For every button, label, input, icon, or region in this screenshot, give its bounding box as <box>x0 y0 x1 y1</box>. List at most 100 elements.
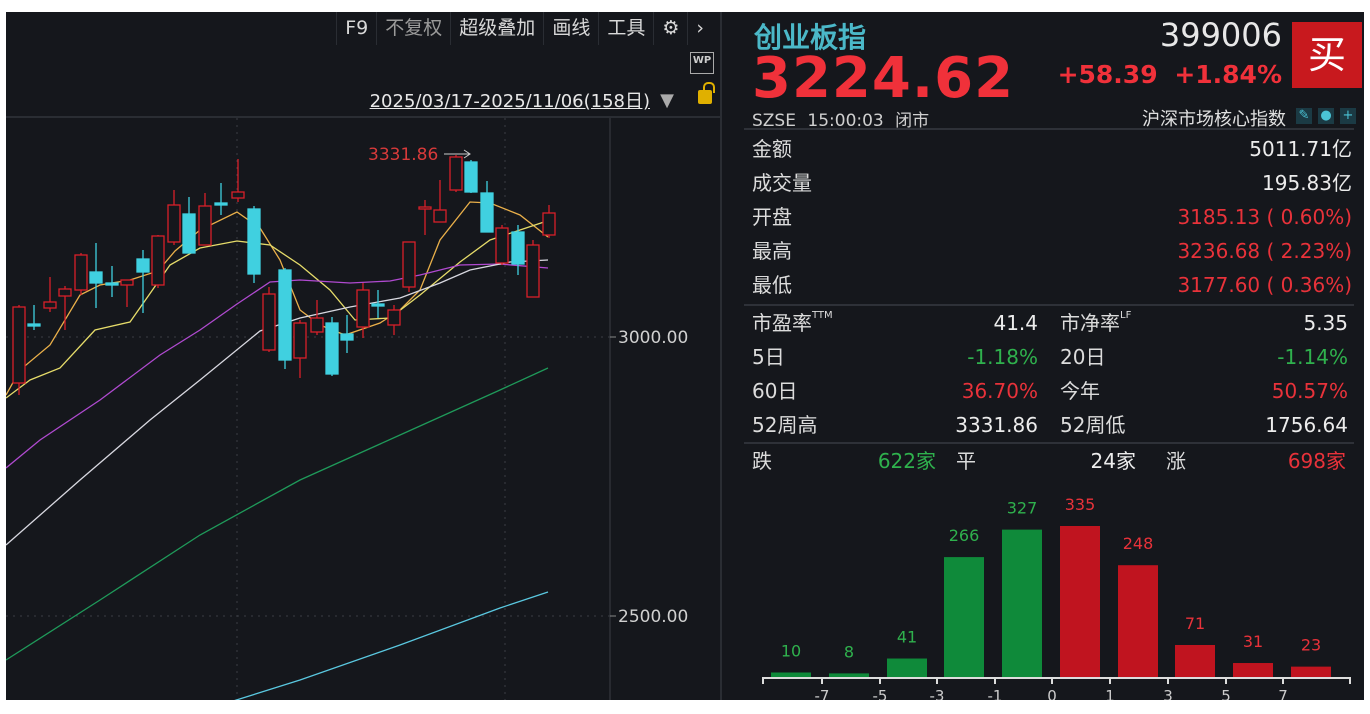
adjust-button[interactable]: 不复权 <box>376 12 450 45</box>
chevron-right-icon[interactable]: › <box>687 12 712 45</box>
metric-5d: 5日 -1.18% <box>752 340 1038 374</box>
tick-label: 5 <box>1221 687 1231 700</box>
candle-down <box>480 192 494 233</box>
wp-monitor-icon[interactable]: WP <box>690 52 714 74</box>
metric-52w-high: 52周高 3331.86 <box>752 408 1038 442</box>
tick-label: 0 <box>1047 687 1057 700</box>
dropdown-triangle-icon[interactable]: ▼ <box>660 90 674 111</box>
app-window: 3000.00 2500.00 3331.86 F9 不复权 超级叠加 画线 工具 … <box>6 12 1364 700</box>
unlock-icon[interactable] <box>698 82 715 104</box>
histogram-bar <box>829 673 869 677</box>
candle-down <box>27 323 41 327</box>
bar-value-label: 10 <box>781 641 801 660</box>
stat-label: 最高 <box>752 239 792 263</box>
candle-down <box>511 231 525 265</box>
metric-value: -1.14% <box>1277 345 1348 369</box>
candle-down <box>278 269 292 361</box>
metric-value: 3331.86 <box>955 413 1038 437</box>
candle-up <box>542 212 556 236</box>
stat-value: 3177.60 ( 0.36%) <box>1177 273 1352 297</box>
moving-average-line <box>6 201 549 396</box>
kline-chart[interactable]: 3000.00 2500.00 3331.86 <box>6 12 722 700</box>
bar-value-label: 71 <box>1185 614 1205 633</box>
metric-label: 市盈率 <box>752 311 812 335</box>
flat-count: 24家 <box>1090 449 1136 473</box>
stat-row: 成交量 195.83亿 <box>752 166 1352 200</box>
metric-52w-low: 52周低 1756.64 <box>1060 408 1348 442</box>
pencil-icon[interactable]: ✎ <box>1296 108 1312 124</box>
bar-value-label: 23 <box>1301 636 1321 655</box>
f9-button[interactable]: F9 <box>336 12 376 45</box>
candle-up <box>198 205 212 246</box>
bar-value-label: 335 <box>1065 495 1096 514</box>
status: 闭市 <box>895 111 930 131</box>
stat-value: 195.83亿 <box>1262 171 1352 195</box>
bell-icon[interactable]: ● <box>1318 108 1334 124</box>
plus-icon[interactable]: + <box>1340 108 1356 124</box>
tools-button[interactable]: 工具 <box>598 12 653 45</box>
tick-label: 3 <box>1163 687 1173 700</box>
stat-row: 最低 3177.60 ( 0.36%) <box>752 268 1352 302</box>
flat-label: 平 <box>956 449 976 473</box>
metric-ytd: 今年 50.57% <box>1060 374 1348 408</box>
tick-label: 7 <box>1278 687 1288 700</box>
candle-down <box>214 202 228 206</box>
up-label: 涨 <box>1166 449 1186 473</box>
gear-icon[interactable]: ⚙ <box>653 12 687 45</box>
bar-value-label: 41 <box>897 628 917 647</box>
candle-down <box>325 322 339 375</box>
index-category[interactable]: 沪深市场核心指数 <box>1142 109 1286 130</box>
metric-sup: LF <box>1120 310 1132 321</box>
candle-down <box>136 258 150 273</box>
histogram-bar <box>1233 663 1273 677</box>
metric-20d: 20日 -1.14% <box>1060 340 1348 374</box>
metric-value: 5.35 <box>1303 311 1348 335</box>
metric-60d: 60日 36.70% <box>752 374 1038 408</box>
candle-up <box>526 244 540 298</box>
divider <box>744 442 1354 444</box>
candle-up <box>43 301 57 309</box>
histogram-bar <box>1118 565 1158 677</box>
candle-up <box>293 322 307 359</box>
metric-label: 20日 <box>1060 345 1106 369</box>
candle-up <box>433 209 447 223</box>
candle-down <box>371 303 385 307</box>
metric-value: 41.4 <box>993 311 1038 335</box>
change-percent: +1.84% <box>1174 60 1282 89</box>
price-change: +58.39 +1.84% <box>1058 60 1282 89</box>
moving-average-line <box>6 259 549 546</box>
bar-value-label: 266 <box>949 526 980 545</box>
divider <box>744 304 1354 306</box>
draw-button[interactable]: 画线 <box>543 12 598 45</box>
down-label: 跌 <box>752 449 772 473</box>
histogram-bar <box>1291 666 1331 677</box>
candle-up <box>151 235 165 286</box>
high-marker-label: 3331.86 <box>368 145 438 165</box>
index-code: 399006 <box>1159 16 1282 54</box>
date-range[interactable]: 2025/03/17-2025/11/06(158日) <box>369 91 650 112</box>
histogram-bar <box>1002 529 1042 677</box>
last-price: 3224.62 <box>752 46 1015 111</box>
stat-value: 3185.13 ( 0.60%) <box>1177 205 1352 229</box>
candle-up <box>74 254 88 291</box>
candle-up <box>167 204 181 243</box>
candle-up <box>402 241 416 288</box>
metric-pb: 市净率LF 5.35 <box>1060 306 1348 340</box>
metric-value: -1.18% <box>967 345 1038 369</box>
down-count: 622家 <box>877 449 936 473</box>
metric-label: 60日 <box>752 379 798 403</box>
metric-pe: 市盈率TTM 41.4 <box>752 306 1038 340</box>
metric-sup: TTM <box>812 310 833 321</box>
candle-up <box>495 227 509 264</box>
moving-average-line <box>6 219 551 399</box>
metric-label: 5日 <box>752 345 785 369</box>
buy-button[interactable]: 买 <box>1292 22 1362 88</box>
candle-up <box>262 293 276 351</box>
overlay-button[interactable]: 超级叠加 <box>450 12 543 45</box>
histogram-bar <box>1175 644 1215 677</box>
stat-value: 5011.71亿 <box>1249 137 1352 161</box>
date-range-bar: 2025/03/17-2025/11/06(158日) ▼ <box>6 78 722 118</box>
bar-value-label: 248 <box>1123 534 1154 553</box>
divider <box>744 128 1354 130</box>
metric-label: 今年 <box>1060 379 1100 403</box>
